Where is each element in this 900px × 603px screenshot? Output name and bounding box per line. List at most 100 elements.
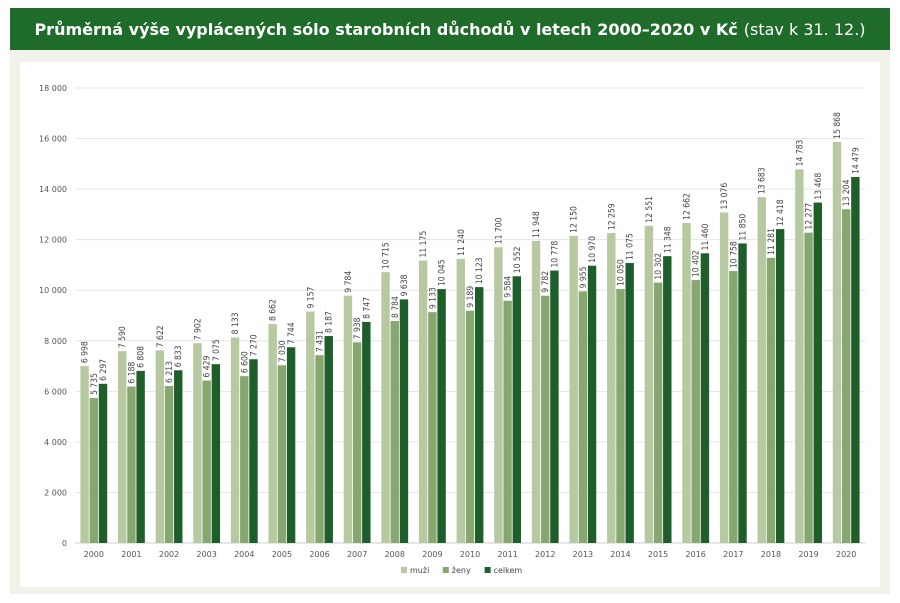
plot-area: 0 2 000 4 000 6 000 8 000 10 000 12 000 14 000 1… xyxy=(20,62,880,587)
data-label: 9 638 xyxy=(400,274,410,296)
data-label: 13 076 xyxy=(720,183,730,210)
y-tick-label: 0 xyxy=(62,539,67,548)
data-label: 7 030 xyxy=(278,340,288,362)
legend-label: celkem xyxy=(494,566,523,575)
legend-swatch xyxy=(442,567,449,573)
bar-muzi xyxy=(381,272,390,543)
bar-muzi xyxy=(418,260,428,543)
bar-celkem xyxy=(211,364,221,543)
y-tick-label: 2 000 xyxy=(44,488,67,497)
bar-zeny xyxy=(390,320,399,543)
data-label: 11 240 xyxy=(457,229,467,256)
data-label: 12 418 xyxy=(776,199,786,226)
bar-muzi xyxy=(607,233,616,543)
data-label: 9 955 xyxy=(579,266,589,288)
data-label: 6 833 xyxy=(174,345,184,367)
x-tick-label: 2004 xyxy=(234,550,254,559)
bar-zeny xyxy=(164,385,174,543)
bar-celkem xyxy=(625,263,634,543)
bar-muzi xyxy=(644,225,654,543)
y-tick-label: 18 000 xyxy=(39,84,67,93)
x-tick-label: 2017 xyxy=(723,550,743,559)
data-label: 11 075 xyxy=(626,233,636,260)
bar-zeny xyxy=(465,310,475,543)
data-label: 6 188 xyxy=(127,362,137,384)
bar-celkem xyxy=(249,359,258,543)
x-tick-label: 2015 xyxy=(648,550,668,559)
bar-celkem xyxy=(286,347,296,543)
data-label: 12 551 xyxy=(645,196,655,223)
x-tick-label: 2008 xyxy=(385,550,405,559)
data-label: 6 600 xyxy=(240,351,250,373)
bar-muzi xyxy=(757,197,766,544)
chart-title: Průměrná výše vyplácených sólo starobníc… xyxy=(10,8,890,50)
x-tick-label: 2003 xyxy=(196,550,216,559)
legend-swatch xyxy=(484,567,491,573)
data-label: 10 970 xyxy=(588,236,598,263)
data-label: 6 429 xyxy=(203,355,213,377)
x-tick-label: 2010 xyxy=(460,550,480,559)
bar-celkem xyxy=(738,243,747,544)
x-tick-label: 2013 xyxy=(573,550,593,559)
bar-muzi xyxy=(343,295,353,543)
data-label: 12 662 xyxy=(683,193,693,220)
data-label: 10 758 xyxy=(729,241,739,268)
bar-muzi xyxy=(569,235,578,543)
y-tick-label: 4 000 xyxy=(44,438,67,447)
data-label: 14 783 xyxy=(795,139,805,166)
data-label: 6 808 xyxy=(137,346,147,368)
data-label: 11 348 xyxy=(663,226,673,253)
data-label: 5 735 xyxy=(90,373,100,395)
x-tick-label: 2018 xyxy=(761,550,781,559)
bar-celkem xyxy=(700,253,710,544)
bar-celkem xyxy=(851,177,860,543)
bar-muzi xyxy=(531,240,541,543)
bar-celkem xyxy=(324,336,333,543)
data-label: 7 270 xyxy=(249,334,259,356)
data-label: 15 868 xyxy=(833,112,843,139)
bar-celkem xyxy=(362,321,371,543)
bar-celkem xyxy=(174,370,183,543)
bar-celkem xyxy=(437,289,446,543)
bar-celkem xyxy=(775,229,785,543)
y-tick-label: 8 000 xyxy=(44,337,67,346)
data-label: 7 938 xyxy=(353,317,363,339)
data-label: 10 778 xyxy=(550,241,560,268)
y-tick-label: 6 000 xyxy=(44,387,67,396)
bar-zeny xyxy=(89,398,99,543)
data-label: 10 402 xyxy=(692,250,702,277)
data-label: 10 050 xyxy=(616,259,626,286)
bar-muzi xyxy=(456,258,465,543)
x-tick-label: 2002 xyxy=(159,550,179,559)
y-tick-label: 16 000 xyxy=(39,135,67,144)
data-label: 7 590 xyxy=(118,326,128,348)
bar-zeny xyxy=(841,209,851,543)
bar-zeny xyxy=(202,380,211,543)
chart-title-main: Průměrná výše vyplácených sólo starobníc… xyxy=(34,19,738,39)
data-label: 10 715 xyxy=(382,242,392,269)
data-label: 11 948 xyxy=(532,211,542,238)
data-label: 10 045 xyxy=(438,259,448,286)
bar-zeny xyxy=(503,300,512,543)
bar-zeny xyxy=(277,365,287,543)
data-label: 9 782 xyxy=(541,271,551,293)
data-label: 9 584 xyxy=(504,276,514,298)
bar-zeny xyxy=(127,386,136,543)
bar-celkem xyxy=(399,299,409,543)
bar-muzi xyxy=(230,337,240,543)
bar-zeny xyxy=(804,232,813,543)
data-label: 10 302 xyxy=(654,253,664,280)
data-label: 6 213 xyxy=(165,361,175,383)
y-tick-label: 12 000 xyxy=(39,236,67,245)
bar-chart: 0 2 000 4 000 6 000 8 000 10 000 12 000 14 000 1… xyxy=(39,84,865,575)
data-label: 10 552 xyxy=(513,246,523,273)
data-label: 7 744 xyxy=(287,322,297,344)
bar-zeny xyxy=(541,295,550,543)
data-label: 9 784 xyxy=(344,271,354,293)
bar-zeny xyxy=(766,257,776,543)
data-label: 11 175 xyxy=(419,231,429,258)
x-tick-label: 2000 xyxy=(84,550,104,559)
data-label: 7 075 xyxy=(212,339,222,361)
data-label: 11 850 xyxy=(739,214,749,241)
legend-swatch xyxy=(401,567,407,573)
